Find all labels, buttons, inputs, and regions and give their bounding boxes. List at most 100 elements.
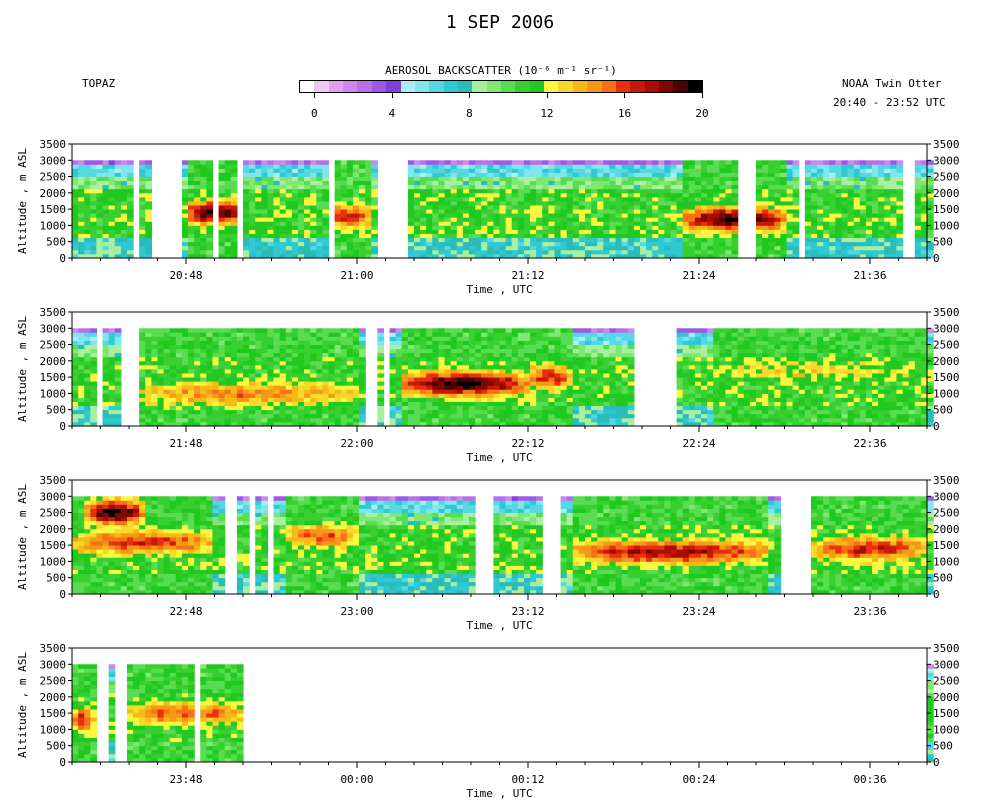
heatmap-cell [334,393,342,398]
heatmap-cell [468,385,476,390]
heatmap-cell [762,184,769,190]
heatmap-cell [878,225,885,230]
heatmap-cell [511,360,519,366]
heatmap-cell [310,409,317,415]
heatmap-cell [432,180,440,186]
heatmap-cell [426,168,433,173]
heatmap-cell [273,401,281,407]
heatmap-cell [639,225,647,230]
heatmap-cell [352,405,360,411]
heatmap-cell [927,188,934,194]
heatmap-cell [701,241,708,247]
heatmap-cell [603,245,611,251]
heatmap-cell [407,164,415,169]
heatmap-cell [249,229,256,234]
heatmap-cell [597,160,604,165]
heatmap-cell [432,336,440,341]
heatmap-cell [676,221,684,226]
heatmap-cell [316,201,323,206]
heatmap-cell [352,328,360,333]
heatmap-cell [859,201,867,206]
heatmap-cell [591,184,598,190]
heatmap-cell [499,188,507,194]
heatmap-cell [114,381,122,386]
heatmap-cell [426,360,433,366]
heatmap-cell [90,213,98,218]
heatmap-cell [536,389,543,394]
heatmap-cell [243,201,250,206]
heatmap-cell [499,364,507,370]
heatmap-cell [719,249,727,255]
heatmap-cell [72,160,79,165]
heatmap-cell [139,205,146,210]
heatmap-cell [725,253,733,259]
heatmap-cell [572,205,580,210]
heatmap-cell [407,364,415,370]
heatmap-cell [499,381,507,386]
heatmap-cell [377,328,385,333]
heatmap-cell [786,180,794,186]
heatmap-cell [456,328,464,333]
heatmap-cell [273,417,281,423]
heatmap-cell [114,176,122,182]
heatmap-cell [658,180,665,186]
heatmap-cell [273,385,281,390]
heatmap-cell [139,389,146,394]
heatmap-cell [499,369,507,374]
heatmap-cell [499,205,507,210]
heatmap-cell [78,221,85,226]
heatmap-cell [841,180,849,186]
heatmap-cell [432,328,440,333]
heatmap-cell [126,209,134,214]
heatmap-cell [548,397,556,402]
heatmap-cell [920,225,928,230]
heatmap-cell [255,241,262,247]
heatmap-cell [261,336,269,341]
heatmap-cell [591,417,598,423]
heatmap-cell [603,205,611,210]
heatmap-cell [175,336,183,341]
heatmap-cell [890,233,898,239]
heatmap-cell [927,164,934,169]
heatmap-cell [407,205,415,210]
heatmap-cell [255,413,262,419]
heatmap-cell [585,340,592,345]
heatmap-cell [609,332,617,337]
heatmap-cell [615,241,623,247]
heatmap-cell [273,393,281,398]
heatmap-cell [72,180,79,186]
heatmap-cell [847,221,855,226]
heatmap-cell [664,241,672,247]
heatmap-cell [896,209,904,214]
heatmap-cell [493,401,501,407]
heatmap-cell [493,328,501,333]
heatmap-cell [334,172,342,177]
heatmap-cell [407,369,415,374]
heatmap-cell [511,201,519,206]
heatmap-cell [243,176,250,182]
heatmap-cell [914,188,922,194]
heatmap-cell [267,233,275,239]
heatmap-cell [261,233,269,239]
heatmap-cell [377,336,385,341]
heatmap-cell [859,160,867,165]
heatmap-cell [609,401,617,407]
heatmap-cell [462,253,470,259]
heatmap-cell [713,225,720,230]
heatmap-cell [511,421,519,427]
heatmap-cell [756,192,763,198]
heatmap-cell [536,233,543,239]
heatmap-cell [72,176,79,182]
heatmap-cell [407,332,415,337]
x-tick-label: 21:00 [340,269,373,282]
heatmap-cell [853,188,861,194]
heatmap-cell [481,401,488,407]
heatmap-cell [310,385,317,390]
heatmap-cell [316,377,323,382]
heatmap-cell [633,229,641,234]
heatmap-cell [652,164,659,169]
heatmap-cell [810,217,818,222]
heatmap-cell [334,205,342,210]
heatmap-cell [841,249,849,255]
heatmap-cell [188,241,195,247]
